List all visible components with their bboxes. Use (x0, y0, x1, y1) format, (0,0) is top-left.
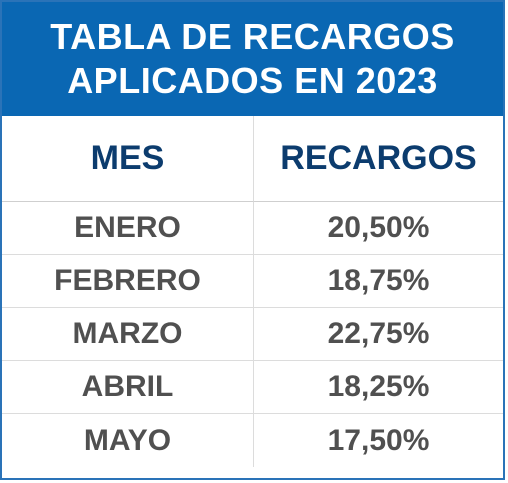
table-title-line-1: TABLA DE RECARGOS (50, 16, 455, 57)
table-grid: MES RECARGOS ENERO 20,50% FEBRERO 18,75%… (2, 116, 503, 467)
surcharge-cell: 17,50% (327, 423, 430, 457)
column-header-month: MES (2, 116, 254, 202)
table-title: TABLA DE RECARGOS APLICADOS EN 2023 (50, 15, 455, 103)
column-header-surcharge: RECARGOS (254, 116, 503, 202)
surcharge-cell: 18,75% (254, 255, 503, 308)
surcharge-cell: 20,50% (254, 202, 503, 255)
month-cell: MARZO (2, 308, 254, 361)
surcharge-cell: 18,25% (254, 361, 503, 414)
table-title-line-2: APLICADOS EN 2023 (67, 60, 438, 101)
month-cell: ABRIL (2, 361, 254, 414)
surcharge-cell: 22,75% (254, 308, 503, 361)
month-cell: ENERO (2, 202, 254, 255)
month-cell: FEBRERO (2, 255, 254, 308)
month-cell: MAYO (2, 414, 254, 467)
table-title-bar: TABLA DE RECARGOS APLICADOS EN 2023 (2, 2, 503, 116)
